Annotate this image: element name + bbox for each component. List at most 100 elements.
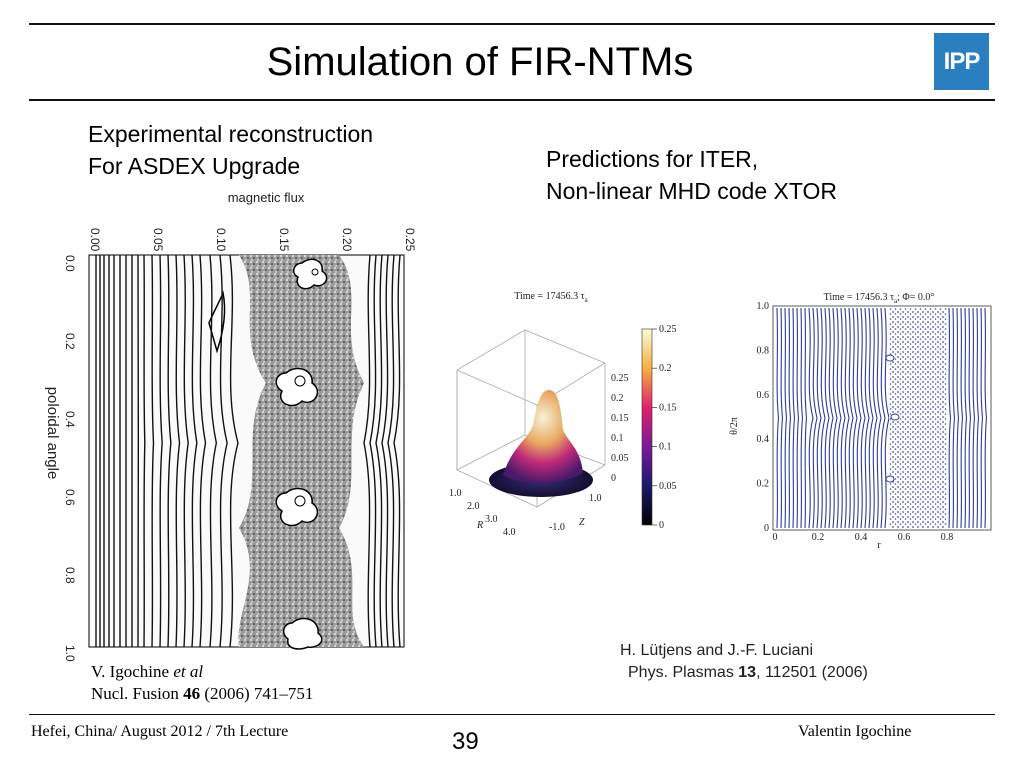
field-line bbox=[956, 307, 960, 529]
fig3d-r-tick: 1.0 bbox=[449, 488, 462, 499]
fig3d-surface-peak bbox=[503, 390, 583, 484]
footer-left: Hefei, China/ August 2012 / 7th Lecture bbox=[31, 723, 289, 740]
right-reference: H. Lütjens and J.-F. Luciani Phys. Plasm… bbox=[620, 640, 868, 684]
logo-text: IPP bbox=[943, 48, 981, 75]
field-line bbox=[788, 307, 792, 529]
field-line bbox=[972, 307, 976, 529]
flux-line bbox=[219, 254, 228, 648]
field-line bbox=[984, 307, 988, 529]
left-caption-line2: For ASDEX Upgrade bbox=[88, 153, 301, 179]
fig3d-z-tick-1: -1.0 bbox=[549, 522, 565, 533]
fig3d-z-tick: 0 bbox=[611, 473, 616, 484]
ipp-logo: IPP bbox=[934, 33, 989, 90]
poloidal-angle-tick: 0.8 bbox=[63, 567, 77, 584]
poincare-islands bbox=[885, 354, 900, 483]
poloidal-angle-label: poloidal angle bbox=[44, 387, 61, 480]
colorbar-tick: 0.1 bbox=[659, 442, 672, 453]
magnetic-flux-label: magnetic flux bbox=[228, 190, 305, 205]
asdex-poincare-figure: magnetic flux 0.00 0.05 0.10 0.15 0.20 0.25 0… bbox=[34, 183, 416, 663]
flux-line bbox=[375, 254, 383, 648]
fig3d-r-tick: 3.0 bbox=[485, 514, 498, 525]
left-caption: Experimental reconstruction For ASDEX Up… bbox=[88, 118, 373, 182]
poincare-plot-area bbox=[88, 254, 405, 650]
fig3d-time-label: Time = 17456.3 τa bbox=[514, 291, 588, 304]
field-line bbox=[880, 307, 886, 529]
flux-line bbox=[369, 254, 377, 648]
poincare-y-tick: 0.2 bbox=[757, 479, 770, 490]
field-line bbox=[872, 307, 878, 529]
poincare-x-label: r bbox=[877, 540, 881, 548]
field-line bbox=[968, 307, 972, 529]
flux-line bbox=[381, 254, 389, 648]
right-ref-volume: 13 bbox=[738, 664, 757, 681]
flux-line bbox=[191, 254, 198, 648]
left-ref-etal: et al bbox=[173, 662, 204, 681]
magnetic-flux-tick: 0.10 bbox=[214, 228, 228, 252]
field-line bbox=[876, 307, 882, 529]
flux-line bbox=[183, 254, 189, 648]
field-line bbox=[964, 307, 968, 529]
poincare-y-label: θ/2π bbox=[729, 417, 740, 435]
slide-title: Simulation of FIR-NTMs bbox=[266, 40, 694, 84]
poincare-x-tick: 0.2 bbox=[812, 532, 825, 543]
left-caption-line1: Experimental reconstruction bbox=[88, 121, 374, 147]
field-line bbox=[980, 307, 984, 529]
flux-line bbox=[393, 254, 401, 648]
field-line bbox=[816, 307, 822, 529]
fig3d-z-tick-0: 1.0 bbox=[589, 493, 602, 504]
flux-line bbox=[143, 254, 146, 648]
magnetic-flux-tick: 0.25 bbox=[403, 228, 416, 252]
field-line bbox=[852, 307, 858, 529]
flux-line bbox=[363, 254, 371, 648]
field-line bbox=[844, 307, 850, 529]
flux-line bbox=[167, 254, 172, 648]
footer-right: Valentin Igochine bbox=[798, 723, 912, 740]
field-line bbox=[820, 307, 826, 529]
fig3d-z-tick: 0.2 bbox=[611, 393, 624, 404]
poincare-x-tick: 0 bbox=[773, 532, 778, 543]
field-line bbox=[856, 307, 862, 529]
left-reference: V. Igochine et al Nucl. Fusion 46 (2006)… bbox=[91, 661, 313, 705]
field-line bbox=[836, 307, 842, 529]
fig3d-r-label: R bbox=[476, 520, 483, 531]
field-line bbox=[828, 307, 834, 529]
flux-line bbox=[159, 254, 163, 648]
fig3d-r-tick: 2.0 bbox=[467, 501, 480, 512]
right-caption: Predictions for ITER, Non-linear MHD cod… bbox=[546, 143, 837, 207]
field-line bbox=[796, 307, 800, 529]
fig3d-z-tick: 0.1 bbox=[611, 433, 624, 444]
field-line bbox=[860, 307, 866, 529]
fig3d-z-label: Z bbox=[579, 517, 585, 528]
poloidal-angle-tick: 1.0 bbox=[63, 645, 77, 662]
flux-line bbox=[175, 254, 181, 648]
colorbar-tick: 0.15 bbox=[659, 402, 677, 413]
left-ref-line1: V. Igochine et al bbox=[91, 661, 313, 683]
colorbar-tick: 0.05 bbox=[659, 481, 677, 492]
poloidal-angle-tick: 0.0 bbox=[63, 255, 77, 272]
magnetic-flux-tick: 0.05 bbox=[151, 228, 165, 252]
right-ref-line2: Phys. Plasmas 13, 112501 (2006) bbox=[620, 662, 868, 684]
field-line bbox=[948, 307, 952, 529]
field-line bbox=[832, 307, 838, 529]
xtor-poincare-figure: Time = 17456.3 τa; Φ= 0.0° 1.0 0.8 0.6 0.4 0… bbox=[729, 292, 992, 548]
title-rule bbox=[29, 99, 995, 101]
fig3d-z-tick: 0.15 bbox=[611, 413, 629, 424]
magnetic-flux-tick: 0.20 bbox=[340, 228, 354, 252]
colorbar-tick: 0 bbox=[659, 520, 664, 531]
right-ref-journal: Phys. Plasmas bbox=[628, 664, 734, 681]
field-line bbox=[824, 307, 830, 529]
field-line bbox=[868, 307, 874, 529]
field-line bbox=[976, 307, 980, 529]
field-line bbox=[848, 307, 854, 529]
field-line bbox=[864, 307, 870, 529]
poloidal-angle-tick: 0.2 bbox=[63, 333, 77, 350]
field-line bbox=[960, 307, 964, 529]
field-line bbox=[780, 307, 784, 529]
flux-line bbox=[209, 254, 218, 648]
poloidal-angle-tick: 0.6 bbox=[63, 489, 77, 506]
right-caption-line2: Non-linear MHD code XTOR bbox=[546, 178, 838, 204]
field-line bbox=[840, 307, 846, 529]
slide-number: 39 bbox=[452, 728, 479, 755]
fig3d-colorbar bbox=[641, 328, 653, 526]
top-rule bbox=[29, 23, 995, 25]
